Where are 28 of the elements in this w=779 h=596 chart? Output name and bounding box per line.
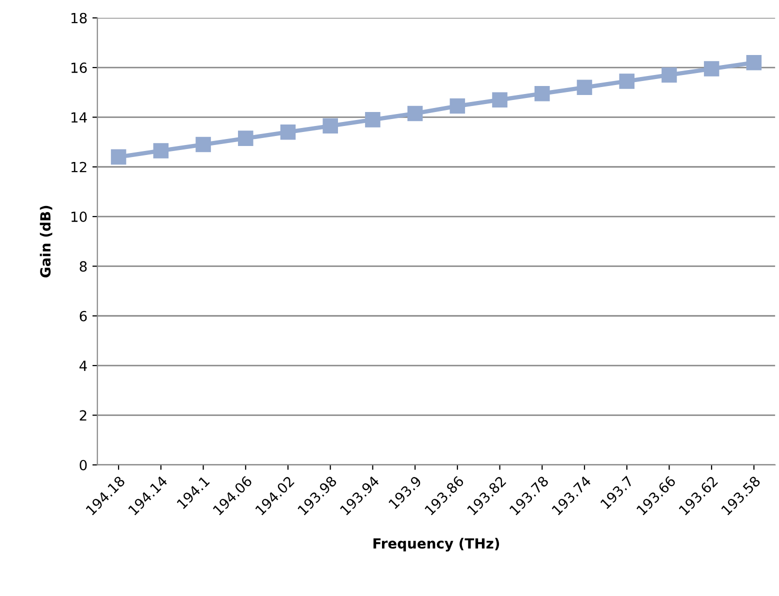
point [450,98,466,114]
y-tick-label: 18 [72,12,87,24]
point [196,136,211,152]
y-tick-label: 14 [72,112,87,122]
y-axis-title: Gain (dB) [40,206,52,278]
point [407,106,423,122]
point [280,124,296,140]
y-tick-label: 6 [80,310,87,322]
point [110,149,126,165]
point [746,54,762,70]
y-tick-label: 8 [80,261,87,272]
point [619,74,634,89]
point [365,112,380,128]
point [662,67,677,83]
y-tick-label: 4 [79,360,87,371]
y-tick-label: 12 [72,162,86,172]
point [238,130,254,146]
point [576,80,592,96]
point [153,143,169,158]
y-tick-label: 10 [72,212,87,222]
y-tick-label: 0 [80,460,87,470]
point [492,92,508,108]
x-axis-title: Frequency (THz) [374,538,500,552]
point [322,118,338,134]
y-tick-label: 2 [80,410,86,420]
y-tick-label: 16 [72,62,87,74]
point [704,61,720,76]
point [534,86,550,102]
